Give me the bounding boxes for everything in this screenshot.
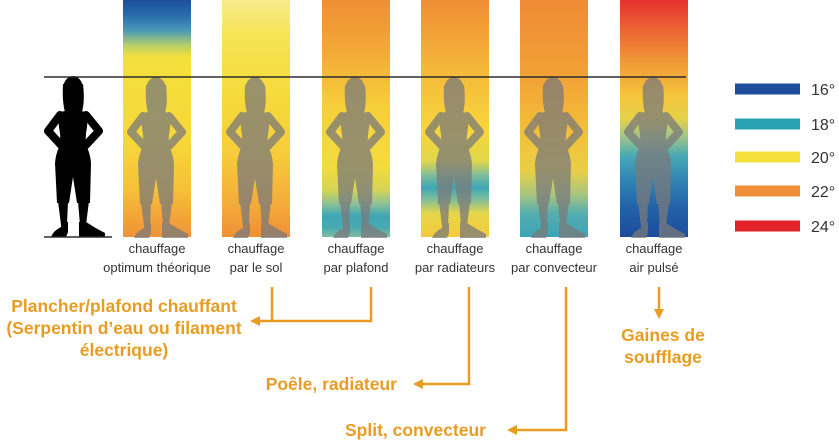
legend-swatch-24 (735, 220, 800, 232)
legend-label-16: 16° (811, 82, 835, 99)
legend-swatch-22 (735, 185, 800, 197)
bar-label-sol-line2: par le sol (230, 260, 283, 275)
temperature-legend: 16° 18° 20° 22° 24° (735, 82, 835, 236)
bar-label-radiateurs-line1: chauffage (427, 241, 484, 256)
bar-label-plafond-line2: par plafond (323, 260, 388, 275)
bar-label-air-pulse-line1: chauffage (626, 241, 683, 256)
legend-label-20: 20° (811, 150, 835, 167)
callout-poele-radiateur: Poêle, radiateur (266, 374, 397, 394)
bar-label-convecteur-line2: par convecteur (511, 260, 598, 275)
legend-label-24: 24° (811, 219, 835, 236)
callout-arrow-plafond (250, 287, 373, 326)
legend-swatch-20 (735, 151, 800, 163)
bar-label-convecteur-line1: chauffage (526, 241, 583, 256)
callout-plancher-line3: électrique) (80, 340, 169, 360)
callout-gaines-line2: soufflage (624, 347, 702, 367)
legend-label-22: 22° (811, 184, 835, 201)
bar-label-radiateurs-line2: par radiateurs (415, 260, 496, 275)
legend-swatch-16 (735, 83, 800, 95)
callout-arrow-radiateurs (413, 287, 471, 389)
callout-plancher-line1: Plancher/plafond chauffant (11, 296, 237, 316)
bar-label-air-pulse-line2: air pulsé (629, 260, 678, 275)
callout-plancher-line2: (Serpentin d’eau ou filament (6, 318, 241, 338)
bar-label-sol-line1: chauffage (228, 241, 285, 256)
bar-label-optimum-line1: chauffage (129, 241, 186, 256)
callout-arrow-convecteur (507, 287, 568, 435)
legend-label-18: 18° (811, 117, 835, 134)
bar-label-optimum-line2: optimum théorique (103, 260, 211, 275)
bar-label-plafond-line1: chauffage (328, 241, 385, 256)
reference-silhouette (48, 76, 105, 237)
callout-split-convecteur: Split, convecteur (345, 420, 486, 440)
legend-swatch-18 (735, 118, 800, 130)
callout-gaines-line1: Gaines de (621, 325, 705, 345)
